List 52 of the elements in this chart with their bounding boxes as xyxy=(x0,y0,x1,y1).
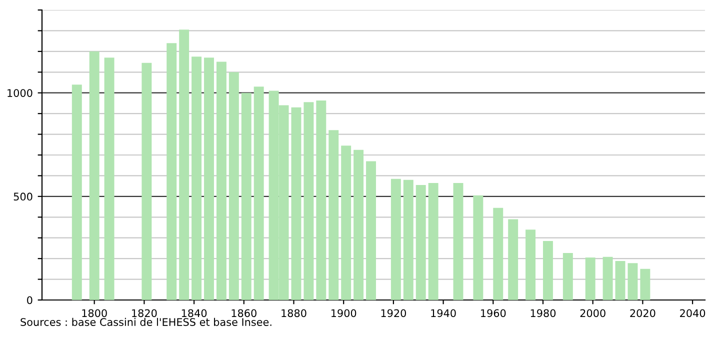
bar xyxy=(473,195,484,300)
x-tick-label: 1960 xyxy=(481,309,506,318)
bar xyxy=(254,86,264,300)
bar xyxy=(428,182,438,300)
bar xyxy=(508,219,518,300)
bar xyxy=(328,130,339,300)
bar xyxy=(390,178,401,300)
bar xyxy=(341,146,352,300)
x-tick-label: 1940 xyxy=(431,309,456,318)
bar xyxy=(542,240,553,300)
bar xyxy=(166,43,177,300)
bar xyxy=(228,72,239,300)
y-tick-label: 1000 xyxy=(8,89,32,97)
x-tick-label: 1900 xyxy=(331,309,356,318)
bar xyxy=(615,261,626,300)
y-tick-label: 0 xyxy=(27,296,32,304)
x-tick-label: 1920 xyxy=(381,309,406,318)
x-tick-label: 1840 xyxy=(182,309,207,318)
bar xyxy=(304,102,314,300)
source-note: Sources : base Cassini de l'EHESS et base Insee. xyxy=(20,318,272,326)
x-tick-label: 2020 xyxy=(630,309,656,318)
bar xyxy=(241,92,252,300)
bar xyxy=(179,30,190,300)
x-tick-label: 1800 xyxy=(82,309,107,318)
bar xyxy=(585,258,596,300)
bar xyxy=(526,230,536,300)
bar xyxy=(602,256,613,300)
bar xyxy=(72,84,82,300)
bar xyxy=(453,182,464,300)
bar xyxy=(89,51,100,300)
bar xyxy=(403,180,414,300)
x-tick-label: 1820 xyxy=(132,309,157,318)
bar xyxy=(142,62,152,300)
bar xyxy=(291,107,302,300)
bar xyxy=(640,268,650,300)
bar xyxy=(416,185,426,300)
bar xyxy=(562,252,573,300)
bar xyxy=(104,58,114,300)
x-tick-label: 1880 xyxy=(282,309,306,318)
x-tick-label: 2040 xyxy=(680,309,706,318)
bar xyxy=(366,161,376,300)
x-tick-label: 2000 xyxy=(580,309,606,318)
bar xyxy=(216,62,226,300)
bar xyxy=(354,150,364,300)
bar xyxy=(493,208,504,300)
bar xyxy=(204,58,214,300)
x-tick-label: 1860 xyxy=(232,309,256,318)
bar xyxy=(192,56,202,300)
x-tick-label: 1980 xyxy=(530,309,556,318)
bar xyxy=(628,263,638,300)
y-tick-label: 500 xyxy=(14,192,32,201)
bar xyxy=(316,100,326,300)
